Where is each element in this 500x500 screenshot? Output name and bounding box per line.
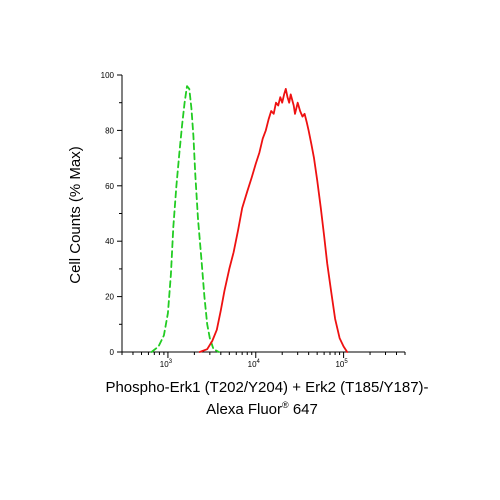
x-axis-title-registered: ® — [282, 400, 289, 410]
x-tick-label-exponent: 5 — [344, 359, 348, 365]
x-tick-label: 103 — [160, 359, 173, 369]
plot-axes — [121, 75, 405, 353]
series-line-solid-red — [198, 88, 349, 353]
x-tick-label-exponent: 3 — [169, 359, 173, 365]
y-axis-title: Cell Counts (% Max) — [67, 146, 84, 284]
x-axis-title-line1: Phospho-Erk1 (T202/Y204) + Erk2 (T185/Y1… — [105, 379, 428, 396]
y-tick-label: 40 — [105, 237, 114, 246]
x-tick-label-exponent: 4 — [257, 359, 261, 365]
x-tick-label-base: 10 — [160, 360, 169, 369]
y-tick-label: 20 — [105, 293, 114, 302]
y-tick-label: 100 — [101, 71, 115, 80]
x-tick-label: 104 — [248, 359, 261, 369]
x-tick-label-base: 10 — [335, 360, 344, 369]
series-layer — [150, 85, 349, 353]
x-axis-title-fluor: Alexa Fluor — [206, 401, 282, 418]
y-tick-label: 0 — [110, 348, 115, 357]
x-axis-title-suffix: 647 — [289, 401, 318, 418]
y-axis-ticks: 0 20 40 60 80 100 — [101, 71, 122, 357]
x-tick-label: 105 — [335, 359, 348, 369]
y-tick-label: 60 — [105, 182, 114, 191]
x-tick-label-base: 10 — [248, 360, 257, 369]
series-line-dashed-green — [150, 85, 220, 353]
y-tick-label: 80 — [105, 126, 114, 135]
x-axis-title-line2: Alexa Fluor® 647 — [206, 400, 318, 418]
x-axis-ticks: 103 104 105 — [121, 352, 406, 369]
